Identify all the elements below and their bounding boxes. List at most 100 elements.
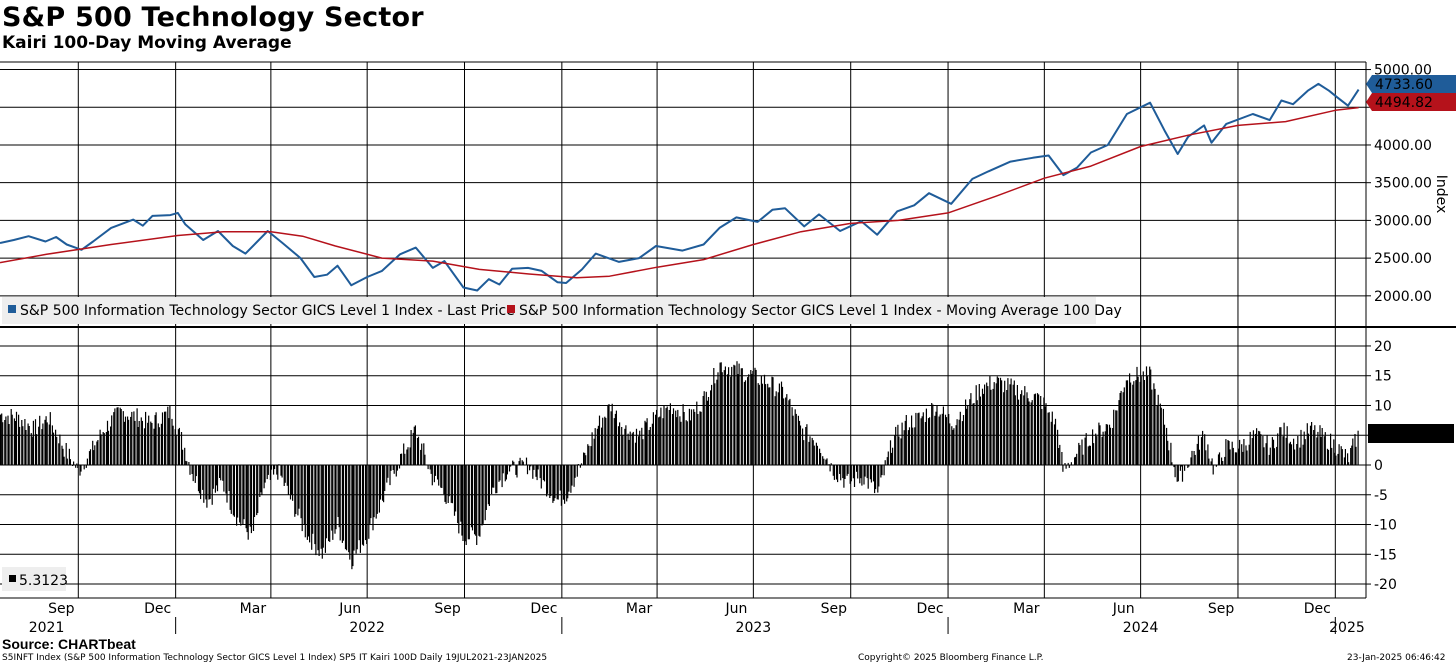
kairi-bar bbox=[1047, 412, 1049, 465]
kairi-bar bbox=[844, 465, 846, 479]
kairi-bar bbox=[226, 465, 228, 503]
kairi-bar bbox=[1013, 380, 1015, 465]
kairi-bar bbox=[1271, 437, 1273, 465]
kairi-bar bbox=[850, 465, 852, 482]
kairi-bar bbox=[912, 427, 914, 465]
kairi-bar bbox=[358, 465, 360, 541]
kairi-bar bbox=[359, 465, 361, 553]
kairi-bar bbox=[750, 370, 752, 465]
kairi-bar bbox=[1028, 401, 1030, 465]
kairi-bar bbox=[1283, 422, 1285, 465]
kairi-bar bbox=[792, 415, 794, 465]
kairi-bar bbox=[1030, 402, 1032, 465]
kairi-bar bbox=[688, 408, 690, 465]
kairi-bar bbox=[1299, 447, 1301, 465]
kairi-bar bbox=[73, 461, 75, 465]
kairi-bar bbox=[1167, 440, 1169, 465]
x-month-label: Sep bbox=[48, 601, 75, 617]
kairi-bar bbox=[559, 465, 561, 491]
kairi-bar bbox=[1340, 446, 1342, 465]
kairi-bar bbox=[376, 465, 378, 514]
kairi-bar bbox=[874, 465, 876, 494]
kairi-bar bbox=[1246, 450, 1248, 465]
kairi-bar bbox=[949, 423, 951, 465]
kairi-bar bbox=[1323, 436, 1325, 465]
kairi-bar bbox=[1212, 465, 1214, 475]
kairi-bar bbox=[407, 447, 409, 465]
kairi-bar bbox=[1074, 457, 1076, 465]
kairi-bar bbox=[1347, 453, 1349, 465]
kairi-bar bbox=[1229, 449, 1231, 465]
kairi-bar bbox=[675, 410, 677, 465]
top-tick-label: 4000.00 bbox=[1374, 138, 1432, 154]
kairi-bar bbox=[1098, 422, 1100, 465]
kairi-bar bbox=[45, 416, 47, 465]
kairi-bar bbox=[1321, 428, 1323, 465]
kairi-bar bbox=[27, 423, 29, 465]
kairi-bar bbox=[892, 447, 894, 465]
x-month-label: Dec bbox=[530, 601, 557, 617]
kairi-bar bbox=[516, 465, 518, 478]
kairi-bar bbox=[504, 465, 506, 482]
kairi-bar bbox=[1, 413, 3, 465]
kairi-bar bbox=[726, 374, 729, 465]
kairi-bar bbox=[989, 376, 991, 465]
kairi-bar bbox=[1082, 454, 1084, 465]
kairi-bar bbox=[1238, 448, 1240, 465]
kairi-bar bbox=[1211, 458, 1213, 465]
kairi-bar bbox=[318, 465, 320, 556]
kairi-bar bbox=[72, 465, 74, 466]
kairi-bar bbox=[1355, 446, 1357, 465]
kairi-bar bbox=[1057, 429, 1059, 465]
kairi-bar bbox=[864, 465, 866, 477]
kairi-bar bbox=[1354, 434, 1356, 465]
kairi-bar bbox=[151, 423, 153, 465]
kairi-bar bbox=[833, 465, 835, 480]
kairi-bar bbox=[92, 440, 94, 465]
kairi-bar bbox=[1087, 446, 1089, 465]
kairi-bar bbox=[1245, 445, 1247, 465]
kairi-bar bbox=[303, 465, 305, 525]
kairi-bar bbox=[547, 465, 549, 494]
kairi-bar bbox=[485, 465, 487, 510]
kairi-bar bbox=[1272, 439, 1275, 465]
kairi-bar bbox=[921, 416, 923, 465]
kairi-bar bbox=[942, 406, 944, 465]
kairi-bar bbox=[852, 465, 854, 479]
kairi-bar bbox=[438, 465, 440, 486]
kairi-bar bbox=[200, 465, 202, 500]
kairi-bar bbox=[975, 385, 977, 465]
kairi-bar bbox=[259, 465, 261, 497]
kairi-bar bbox=[496, 465, 498, 494]
kairi-bar bbox=[80, 465, 82, 472]
x-month-label: Jun bbox=[1112, 601, 1135, 617]
kairi-bar bbox=[355, 465, 357, 554]
kairi-bar bbox=[763, 374, 766, 465]
kairi-bar bbox=[370, 465, 372, 519]
kairi-bar bbox=[1105, 424, 1107, 465]
kairi-bar bbox=[369, 465, 371, 524]
bottom-legend-label: 5.3123 bbox=[19, 573, 68, 589]
kairi-bar bbox=[683, 412, 685, 465]
kairi-bar bbox=[1137, 376, 1139, 465]
kairi-bar bbox=[423, 443, 425, 465]
kairi-bar bbox=[744, 380, 747, 465]
kairi-bar bbox=[421, 443, 423, 465]
kairi-bar bbox=[264, 465, 266, 483]
kairi-bar bbox=[1215, 465, 1217, 467]
kairi-bar bbox=[1191, 450, 1193, 465]
kairi-bar bbox=[1307, 433, 1309, 465]
kairi-bar bbox=[182, 449, 184, 465]
kairi-bar bbox=[719, 362, 721, 465]
kairi-bar bbox=[711, 384, 713, 465]
kairi-bar bbox=[775, 391, 777, 465]
kairi-bar bbox=[869, 465, 871, 480]
kairi-bar bbox=[525, 457, 528, 465]
kairi-bar bbox=[39, 415, 41, 465]
kairi-bar bbox=[1163, 424, 1166, 465]
kairi-bar bbox=[808, 441, 810, 465]
legend-label: S&P 500 Information Technology Sector GI… bbox=[519, 303, 1122, 319]
kairi-bar bbox=[533, 465, 535, 470]
kairi-bar bbox=[973, 403, 975, 465]
kairi-bar bbox=[1045, 403, 1047, 465]
